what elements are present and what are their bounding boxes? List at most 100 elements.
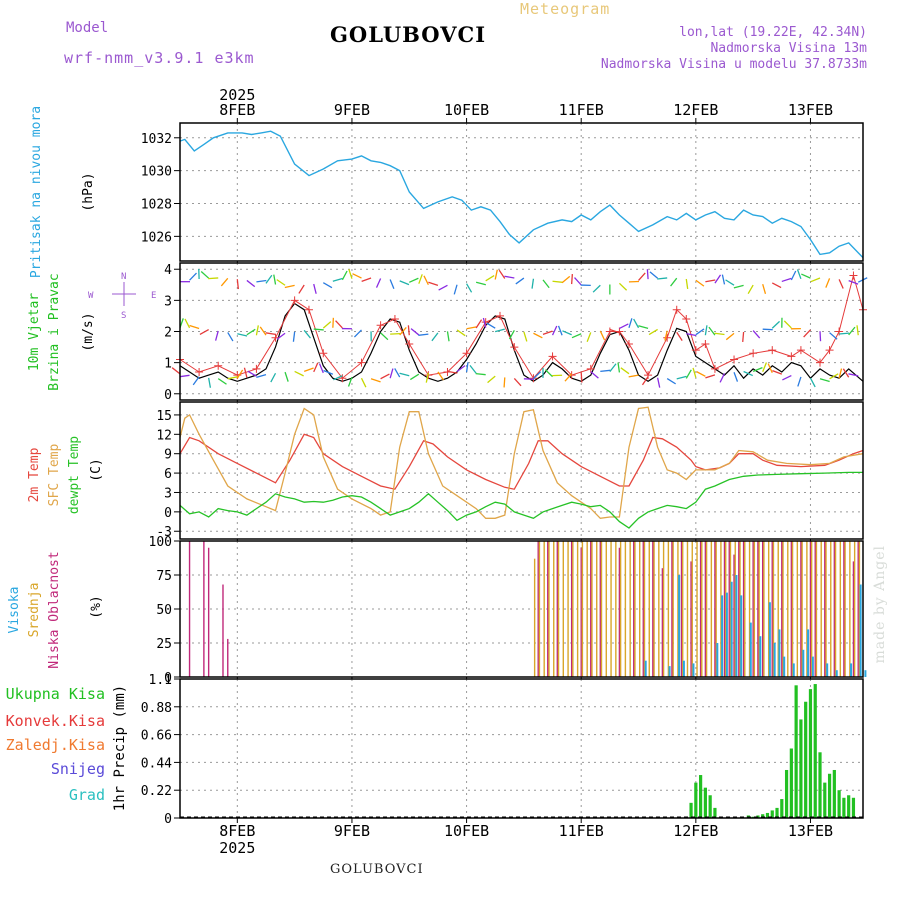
precip-bar bbox=[794, 685, 798, 818]
y-tick-label: 9 bbox=[164, 448, 172, 463]
model-name: wrf-nmm_v3.9.1 e3km bbox=[64, 49, 255, 67]
top-date-label: 10FEB bbox=[444, 101, 489, 119]
wind-arrow bbox=[425, 372, 429, 383]
wind-arrow bbox=[437, 371, 445, 381]
wind-arrow bbox=[762, 284, 767, 294]
y-tick-label: 50 bbox=[156, 603, 172, 618]
wind-arrow bbox=[313, 283, 317, 294]
gust-marker bbox=[304, 305, 313, 314]
wind-arrow bbox=[695, 279, 705, 287]
wind-arrow bbox=[533, 332, 543, 339]
gust-marker bbox=[835, 327, 844, 336]
wind-arrow bbox=[469, 364, 477, 374]
wind-arrow bbox=[848, 280, 859, 285]
wind-arrow bbox=[657, 277, 668, 280]
wind-arrow bbox=[571, 333, 582, 339]
top-date-label: 13FEB bbox=[788, 101, 833, 119]
precip-bar bbox=[765, 812, 770, 818]
y-tick-label: 0 bbox=[164, 506, 172, 521]
wind-arrow bbox=[620, 367, 630, 375]
wind-arrow bbox=[590, 371, 599, 379]
wind-arrow bbox=[370, 378, 381, 383]
y-tick-label: 0.88 bbox=[141, 701, 172, 716]
wind-arrow bbox=[255, 325, 259, 336]
wind-arrow bbox=[676, 331, 683, 342]
compass-south-label: S bbox=[121, 311, 126, 321]
gust-marker bbox=[290, 296, 299, 305]
y-tick-label: 0 bbox=[164, 812, 172, 827]
wind-arrow bbox=[617, 362, 621, 373]
gust-marker bbox=[214, 361, 223, 370]
wind-arrow bbox=[494, 328, 505, 333]
wind-arrow bbox=[246, 328, 256, 336]
wind-arrow bbox=[609, 363, 617, 373]
gust-marker bbox=[586, 364, 595, 373]
y-tick-label: 0.66 bbox=[141, 729, 172, 744]
precip-bar bbox=[818, 752, 822, 818]
wind-arrow bbox=[803, 329, 811, 338]
wind-arrow bbox=[508, 330, 515, 340]
wind-arrow bbox=[410, 328, 420, 336]
wind-arrow bbox=[217, 378, 227, 385]
compass-west-label: W bbox=[88, 291, 94, 301]
gust-marker bbox=[849, 271, 858, 280]
wind-arrow bbox=[447, 370, 458, 374]
pressure-line bbox=[179, 130, 864, 259]
wind-arrow bbox=[486, 322, 496, 329]
wind-arrow bbox=[428, 281, 439, 286]
precip-bar bbox=[827, 773, 832, 818]
panel-border bbox=[179, 262, 864, 401]
wind-arrow bbox=[747, 284, 754, 295]
precip-legend-item: Snijeg bbox=[51, 760, 105, 778]
wind-arrow bbox=[829, 373, 839, 380]
top-date-label: 12FEB bbox=[673, 101, 718, 119]
temp-dewpt-line bbox=[179, 471, 863, 529]
precip-bar bbox=[713, 807, 717, 818]
wind-arrow bbox=[332, 277, 343, 282]
precip-bar bbox=[775, 807, 779, 818]
wind-arrow bbox=[562, 330, 572, 336]
gust-marker bbox=[663, 333, 672, 342]
precip-legend-item: Ukupna Kisa bbox=[6, 685, 105, 703]
wind-arrow bbox=[752, 330, 761, 339]
wind-arrow bbox=[503, 377, 506, 388]
wind-arrow bbox=[466, 326, 477, 330]
y-tick-label: 12 bbox=[156, 428, 172, 443]
wind-arrow bbox=[771, 282, 782, 289]
wind-axis-title-1: 10m Vjetar bbox=[27, 293, 42, 371]
wind-arrow bbox=[380, 332, 389, 341]
gust-marker bbox=[481, 318, 490, 327]
wind-arrow bbox=[649, 271, 659, 279]
wind-arrow bbox=[819, 378, 830, 383]
wind-arrow bbox=[409, 373, 420, 381]
precip-legend-item: Konvek.Kisa bbox=[6, 712, 105, 730]
wind-arrow bbox=[347, 376, 353, 387]
wind-arrow bbox=[752, 367, 763, 372]
wind-arrow bbox=[332, 317, 335, 328]
wind-arrow bbox=[772, 370, 783, 375]
y-tick-label: 1028 bbox=[141, 198, 172, 213]
wind-arrow bbox=[236, 279, 240, 290]
wind-arrow bbox=[838, 368, 843, 379]
gust-marker bbox=[510, 343, 519, 352]
wind-axis-title-2: Brzina i Pravac bbox=[47, 273, 62, 390]
wind-arrow bbox=[771, 320, 781, 329]
top-date-label: 11FEB bbox=[559, 101, 604, 119]
wind-arrow bbox=[600, 369, 611, 373]
temp-dewpt-axis-title: dewpt Temp bbox=[67, 436, 82, 514]
wind-arrow bbox=[179, 374, 190, 378]
wind-arrow bbox=[819, 331, 822, 342]
wind-arrow bbox=[192, 376, 200, 386]
wind-arrow bbox=[725, 279, 735, 286]
model-label: Model bbox=[66, 20, 109, 36]
wind-arrow bbox=[189, 324, 200, 330]
wind-arrow bbox=[465, 362, 469, 373]
wind-arrow bbox=[592, 284, 601, 293]
wind-arrow bbox=[825, 278, 831, 288]
gust-marker bbox=[825, 346, 834, 355]
wind-arrow bbox=[609, 328, 620, 334]
wind-arrow bbox=[719, 373, 726, 383]
wind-arrow bbox=[762, 328, 773, 331]
y-tick-label: 1030 bbox=[141, 165, 172, 180]
